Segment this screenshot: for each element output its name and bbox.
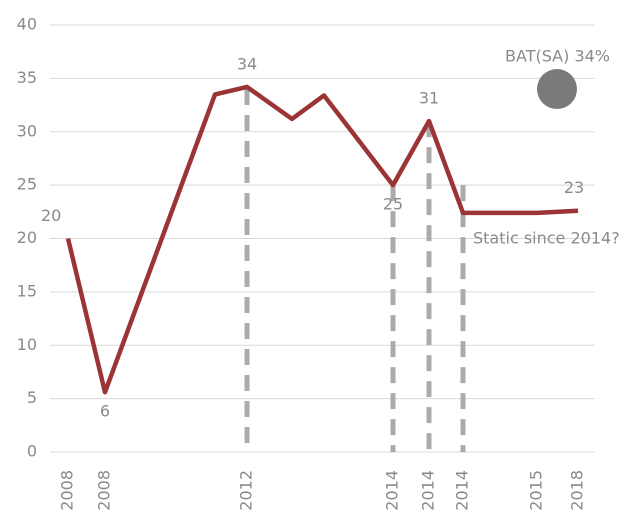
x-tick-label: 2018 — [568, 470, 587, 511]
x-tick-label: 2015 — [527, 470, 546, 511]
y-tick-label: 35 — [17, 68, 37, 87]
annotation-label: BAT(SA) 34% — [505, 47, 610, 66]
y-tick-label: 30 — [17, 121, 37, 140]
annotation-dot — [537, 69, 577, 110]
data-label: 31 — [419, 89, 439, 108]
x-tick-label: 2014 — [453, 470, 472, 511]
data-label: 34 — [237, 54, 257, 73]
y-tick-label: 0 — [27, 442, 37, 461]
y-tick-label: 25 — [17, 175, 37, 194]
data-label: 25 — [383, 195, 403, 214]
data-line — [65, 84, 579, 395]
y-tick-label: 5 — [27, 388, 37, 407]
y-tick-label: 10 — [17, 335, 37, 354]
x-tick-label: 2008 — [95, 470, 114, 511]
annotation-label: Static since 2014? — [473, 229, 620, 248]
x-tick-label: 2014 — [419, 470, 438, 511]
data-label: 6 — [100, 402, 110, 421]
x-tick-label: 2014 — [383, 470, 402, 511]
data-label: 23 — [564, 178, 584, 197]
y-tick-label: 40 — [17, 15, 37, 34]
y-tick-label: 20 — [17, 228, 37, 247]
x-tick-label: 2008 — [58, 470, 77, 511]
y-tick-label: 15 — [17, 281, 37, 300]
x-tick-label: 2012 — [237, 470, 256, 511]
data-label: 20 — [41, 206, 61, 225]
